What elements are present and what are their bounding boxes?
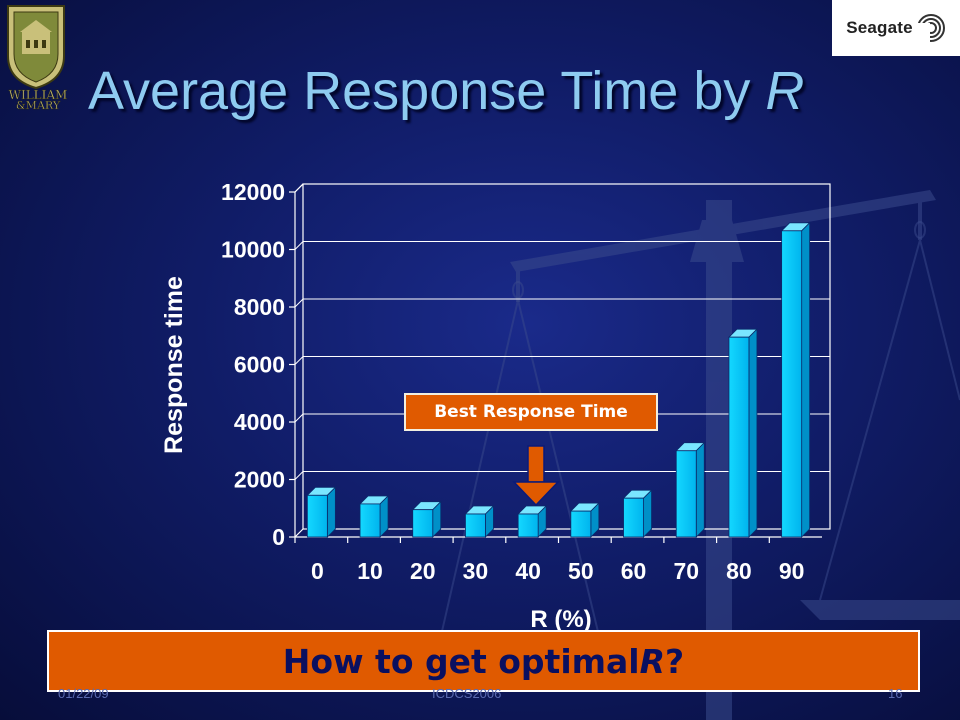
bar-front-face <box>412 509 434 538</box>
bar-front-face <box>781 230 803 538</box>
bar-side-face <box>801 221 811 538</box>
bar-90 <box>780 221 811 538</box>
x-tick-label: 50 <box>568 558 594 584</box>
footer-date: 01/22/09 <box>58 686 109 701</box>
x-axis-label: R (%) <box>530 606 591 633</box>
y-tick-label: 6000 <box>234 352 285 378</box>
bar-70 <box>675 441 706 538</box>
y-tick-label: 0 <box>272 524 285 550</box>
x-tick-label: 40 <box>515 558 541 584</box>
slide-title: Average Response Time by R <box>88 60 804 122</box>
william-mary-crest-logo: WILLIAM &MARY <box>7 5 68 110</box>
y-tick-label: 2000 <box>234 467 285 493</box>
y-tick-label: 10000 <box>221 237 285 263</box>
x-tick-label: 80 <box>726 558 752 584</box>
bar-side-face <box>695 441 705 538</box>
bar-0 <box>306 486 337 538</box>
bar-50 <box>569 502 600 538</box>
optimal-r-question-banner: How to get optimal R ? <box>47 630 920 692</box>
y-gridline-side <box>294 298 304 308</box>
x-tick-label: 70 <box>673 558 699 584</box>
bar-60 <box>622 489 653 538</box>
bar-10 <box>359 494 390 538</box>
seagate-logo: Seagate <box>832 0 960 56</box>
seagate-swirl-icon <box>915 14 945 43</box>
y-gridline-side <box>294 413 304 423</box>
bar-front-face <box>359 503 381 538</box>
x-tick-label: 20 <box>410 558 436 584</box>
seagate-logo-text: Seagate <box>846 18 913 37</box>
y-tick-label: 8000 <box>234 294 285 320</box>
footer-page-number: 16 <box>888 686 903 701</box>
best-response-time-callout: Best Response Time <box>404 393 658 431</box>
y-axis-label: Response time <box>160 276 188 454</box>
bar-front-face <box>728 336 750 538</box>
y-tick-label: 4000 <box>234 409 285 435</box>
banner-variable: R <box>639 641 666 681</box>
plot-floor-edge <box>294 528 304 538</box>
bar-80 <box>727 328 758 538</box>
x-tick-label: 60 <box>621 558 647 584</box>
bar-front-face <box>675 450 697 538</box>
crest-text-line2: &MARY <box>16 99 61 110</box>
y-gridline-side <box>294 183 304 193</box>
bar-front-face <box>570 510 592 538</box>
bar-30 <box>464 505 495 538</box>
y-gridline-side <box>294 471 304 480</box>
footer-conference: ICDCS2006 <box>432 686 502 701</box>
slide-title-main: Average Response Time by <box>88 61 766 121</box>
x-tick-label: 10 <box>357 558 383 584</box>
bar-front-face <box>306 494 328 538</box>
bar-front-face <box>465 513 486 538</box>
y-tick-label: 12000 <box>221 179 285 205</box>
bar-side-face <box>643 489 652 538</box>
bar-side-face <box>748 328 758 538</box>
banner-text: How to get optimal <box>282 641 640 681</box>
crest-text-line1: WILLIAM <box>9 88 68 102</box>
bar-front-face <box>517 513 539 538</box>
x-tick-label: 30 <box>463 558 489 584</box>
x-tick-label: 90 <box>779 558 805 584</box>
slide-title-variable: R <box>765 61 805 121</box>
bar-side-face <box>326 486 336 538</box>
y-gridline-side <box>294 356 304 365</box>
bar-front-face <box>623 497 644 538</box>
y-gridline-side <box>294 241 304 250</box>
bar-40 <box>517 505 548 538</box>
x-tick-label: 0 <box>311 558 324 584</box>
banner-question-mark: ? <box>665 641 685 681</box>
down-arrow-icon <box>512 445 560 507</box>
bar-20 <box>411 500 442 538</box>
